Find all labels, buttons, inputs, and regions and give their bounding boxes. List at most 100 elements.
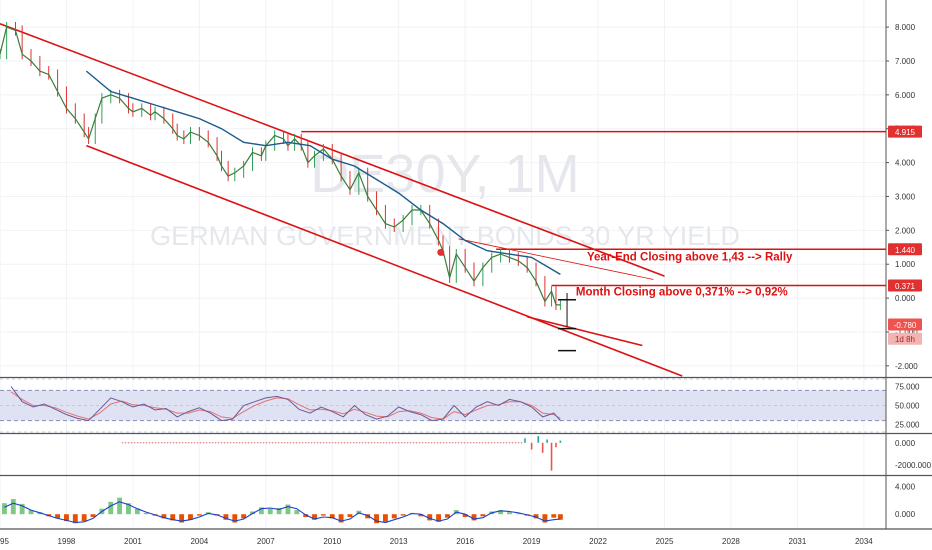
macd-histogram-bar	[507, 512, 512, 515]
macd-tick-label: 4.000	[895, 483, 916, 492]
macd-histogram-bar	[498, 510, 504, 515]
level-label: 0.371	[895, 282, 916, 291]
price-tick-label: -1.000	[895, 328, 918, 337]
macd-histogram-bar	[90, 514, 96, 517]
macd-line	[4, 501, 561, 524]
macd-histogram-bar	[143, 512, 149, 515]
x-tick-label: 2001	[124, 537, 142, 546]
macd-histogram-bar	[480, 514, 486, 517]
macd-histogram-bar	[551, 514, 557, 518]
price-tick-label: 1.000	[895, 260, 916, 269]
macd-histogram-bar	[294, 510, 300, 515]
level-label: 1.440	[895, 246, 916, 255]
price-tick-label: 0.000	[895, 294, 916, 303]
macd-histogram-bar	[382, 514, 388, 522]
macd-histogram-bar	[232, 514, 238, 523]
macd-histogram-bar	[19, 503, 25, 515]
price-tick-label: 3.000	[895, 192, 916, 201]
event-marker	[437, 248, 445, 256]
macd-histogram-bar	[10, 499, 16, 515]
macd-histogram-bar	[557, 514, 563, 520]
x-tick-label: 2007	[257, 537, 275, 546]
macd-panel	[1, 497, 563, 524]
macd-histogram-bar	[55, 514, 61, 519]
x-tick-label: 2028	[722, 537, 740, 546]
macd-histogram-bar	[28, 510, 34, 515]
macd-histogram-bar	[64, 514, 69, 522]
price-tick-label: 6.000	[895, 91, 916, 100]
x-tick-label: 1998	[58, 537, 76, 546]
volume-panel	[121, 436, 562, 471]
rsi-panel	[0, 378, 886, 433]
volume-tick-label: -2000.000	[895, 461, 932, 470]
macd-histogram-bar	[134, 508, 140, 515]
price-tick-label: 8.000	[895, 23, 916, 32]
rsi-tick-label: 50.000	[895, 402, 920, 411]
macd-histogram-bar	[374, 514, 379, 524]
macd-histogram-bar	[267, 508, 273, 515]
watermark-symbol: DE30Y, 1M	[310, 144, 579, 204]
macd-histogram-bar	[179, 514, 185, 523]
level-label-box	[888, 279, 922, 292]
macd-histogram-bar	[515, 513, 521, 515]
x-tick-label: 2022	[589, 537, 607, 546]
macd-histogram-bar	[418, 514, 424, 517]
badge-label: -0.780	[894, 321, 917, 330]
rsi-signal-line	[10, 391, 561, 420]
macd-histogram-bar	[170, 514, 176, 521]
macd-histogram-bar	[223, 514, 229, 520]
price-tick-label: 4.000	[895, 159, 916, 168]
price-panel: Year-End Closing above 1,43 --> Rally Mon…	[0, 22, 886, 377]
price-tick-label: 2.000	[895, 226, 916, 235]
macd-histogram-bar	[276, 508, 282, 515]
macd-histogram-bar	[1, 503, 7, 515]
macd-histogram-bar	[126, 503, 131, 515]
x-tick-label: 2025	[656, 537, 674, 546]
macd-histogram-bar	[462, 514, 468, 517]
level-label-box	[888, 125, 922, 138]
macd-histogram-bar	[471, 514, 477, 521]
x-tick-label: 2004	[190, 537, 208, 546]
macd-histogram-bar	[72, 514, 78, 524]
macd-histogram-bar	[285, 504, 291, 515]
x-tick-label: 2013	[390, 537, 408, 546]
macd-histogram-bar	[347, 514, 353, 517]
rsi-tick-label: 25.000	[895, 420, 920, 429]
macd-histogram-bar	[81, 514, 87, 522]
macd-histogram-bar	[108, 501, 114, 515]
x-tick-label: 2034	[855, 537, 873, 546]
annotation-text: Month Closing above 0,371% --> 0,92%	[576, 286, 788, 298]
channel-lower-line	[86, 144, 683, 377]
x-tick-label: 2016	[456, 537, 474, 546]
macd-histogram-bar	[338, 514, 344, 523]
macd-histogram-bar	[391, 514, 397, 519]
moving-average-line	[85, 70, 561, 276]
badge-box	[888, 332, 922, 345]
macd-histogram-bar	[533, 514, 539, 519]
price-tick-label: -2.000	[895, 362, 918, 371]
x-tick-label: 2010	[323, 537, 341, 546]
level-label: 4.915	[895, 128, 916, 137]
rsi-tick-label: 75.000	[895, 383, 920, 392]
volume-tick-label: 0.000	[895, 439, 916, 448]
macd-histogram-bar	[542, 514, 548, 523]
channel-middle-line	[526, 315, 643, 347]
macd-histogram-bar	[365, 514, 371, 519]
macd-histogram-bar	[400, 514, 406, 516]
macd-histogram-bar	[320, 514, 326, 516]
channel-thin-line	[458, 238, 654, 280]
macd-histogram-bar	[329, 514, 335, 519]
macd-histogram-bar	[241, 514, 247, 519]
badge-box	[888, 318, 922, 331]
macd-histogram-bar	[444, 514, 450, 518]
level-label-box	[888, 243, 922, 256]
price-line	[0, 26, 561, 306]
macd-histogram-bar	[436, 514, 442, 522]
x-tick-label: 1995	[0, 537, 9, 546]
macd-histogram-bar	[188, 514, 193, 520]
price-tick-label: 7.000	[895, 57, 916, 66]
rsi-line	[10, 386, 561, 422]
badge-label: 1d 8h	[895, 335, 915, 344]
